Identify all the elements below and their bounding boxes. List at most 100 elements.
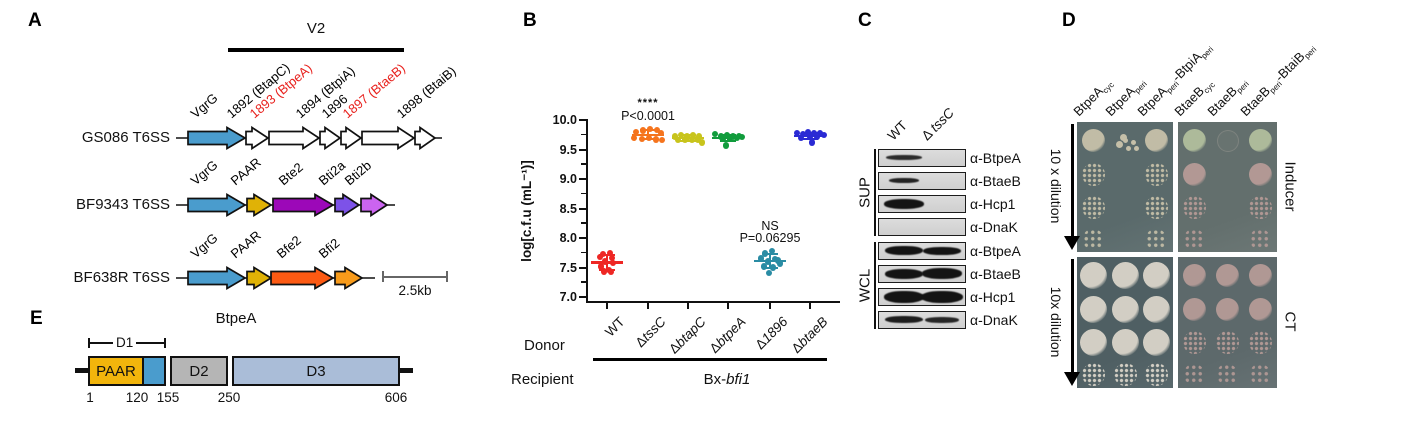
colony-spot: [1079, 295, 1107, 323]
d1-domain-box: PAAR: [88, 356, 166, 386]
y-minor-tick: [581, 251, 586, 254]
data-point: [607, 269, 615, 276]
data-point: [657, 129, 665, 137]
gene-arrow: [414, 125, 437, 151]
y-tick-label: 10.0: [552, 113, 577, 127]
blot-strip: [878, 172, 966, 190]
blot-strip: [878, 288, 966, 306]
condition-label: Inducer: [1281, 161, 1299, 212]
condition-label: CT: [1281, 311, 1299, 332]
data-point: [726, 135, 734, 142]
data-point: [681, 136, 689, 143]
dilution-arrow-head: [1064, 372, 1080, 386]
blot-strip: [878, 242, 966, 260]
panel-d: D BtpeAcyc BtpeAperi BtpeAperi-BtpiAperi Bt…: [1048, 0, 1402, 423]
d1-blue-segment: [142, 358, 164, 384]
data-point: [760, 263, 768, 270]
panel-c: C WT Δ tssC SUP α-BtpeA α-BtaeB α-Hcp1 α-DnaK W…: [845, 0, 1060, 400]
text-segment: btaeB: [795, 314, 831, 350]
data-point: [646, 125, 654, 133]
text-segment: bfi1: [726, 371, 751, 388]
colony-spot: [1145, 363, 1169, 387]
significance-annotation: NS: [761, 219, 779, 233]
y-tick-label: 7.0: [559, 290, 577, 304]
colony-spot: [1081, 162, 1105, 186]
colony-spot: [1216, 129, 1239, 152]
blot-strip: [878, 195, 966, 213]
data-point: [816, 129, 824, 137]
significance-annotation: P=0.06295: [739, 231, 801, 245]
agar-plate: [1077, 122, 1173, 252]
colony-spot: [1248, 264, 1272, 288]
error-cap-bottom: [680, 139, 696, 142]
y-tick-label: 7.5: [559, 260, 577, 275]
protein-band: [885, 316, 923, 323]
antibody-label: α-BtpeA: [970, 150, 1021, 166]
colony-spot: [1248, 162, 1272, 186]
data-point: [630, 134, 638, 141]
y-tick: [579, 178, 586, 180]
colony-spot: [1249, 364, 1271, 386]
antibody-label: α-Hcp1: [970, 196, 1016, 212]
data-point: [804, 129, 812, 136]
data-point: [797, 134, 805, 141]
y-axis-title: log[c.f.u (mL⁻¹)]: [519, 160, 534, 262]
x-tick: [606, 303, 608, 309]
donor-row-label: Donor: [524, 337, 565, 354]
residue-606: 606: [384, 390, 408, 405]
v2-region-label: V2: [306, 20, 326, 37]
colony-spot: [1248, 129, 1272, 153]
group-bracket: [874, 149, 876, 236]
error-cap-top: [762, 252, 778, 255]
y-tick-label: 8.5: [559, 201, 577, 216]
data-point: [599, 250, 607, 258]
gene-arrow: [245, 125, 270, 151]
text-segment: btapC: [672, 314, 709, 351]
gene-arrow: [272, 193, 335, 217]
colony-spot: [1216, 297, 1239, 321]
data-point: [674, 136, 682, 144]
text-segment: Bx-: [703, 371, 727, 388]
data-point: [820, 131, 828, 138]
data-point: [632, 128, 640, 135]
colony-spot: [1122, 138, 1128, 144]
data-point: [768, 247, 776, 255]
y-tick: [579, 119, 586, 121]
colony-spot: [1183, 297, 1207, 321]
data-point: [608, 254, 616, 262]
x-tick: [647, 303, 649, 309]
antibody-label: α-Hcp1: [970, 289, 1016, 305]
colony-spot: [1183, 331, 1207, 355]
x-tick: [769, 303, 771, 309]
gene-arrow: [270, 266, 335, 290]
blot-strip: [878, 149, 966, 167]
data-point: [638, 135, 646, 143]
scale-bar-left-tick: [382, 271, 384, 282]
dilution-arrow-line: [1071, 124, 1074, 236]
colony-spot: [1143, 329, 1171, 357]
gene-cluster-diagram: [176, 125, 442, 291]
data-point: [776, 260, 784, 267]
plate-column-label: BtaeBperi-BtaiBperi: [1237, 39, 1318, 119]
gene-arrow: [246, 265, 273, 291]
data-point: [769, 264, 777, 271]
colony-spot: [1248, 331, 1272, 355]
data-point: [729, 133, 737, 140]
data-point: [698, 139, 706, 146]
protein-title: BtpeA: [215, 310, 257, 327]
fraction-label: SUP: [856, 176, 874, 208]
gene-arrow: [340, 125, 363, 151]
data-point: [738, 133, 746, 141]
data-point: [689, 132, 697, 139]
cluster-name: BF638R T6SS: [73, 269, 170, 286]
y-axis-line: [586, 119, 589, 301]
protein-band: [925, 316, 959, 323]
text-segment: WT: [884, 117, 911, 144]
significance-annotation: ****: [637, 97, 659, 109]
data-point: [764, 258, 772, 265]
x-tick: [727, 303, 729, 309]
c-terminal-stub: [399, 368, 413, 373]
protein-band: [922, 268, 962, 279]
colony-spot: [1183, 162, 1207, 186]
colony-spot: [1249, 228, 1271, 250]
